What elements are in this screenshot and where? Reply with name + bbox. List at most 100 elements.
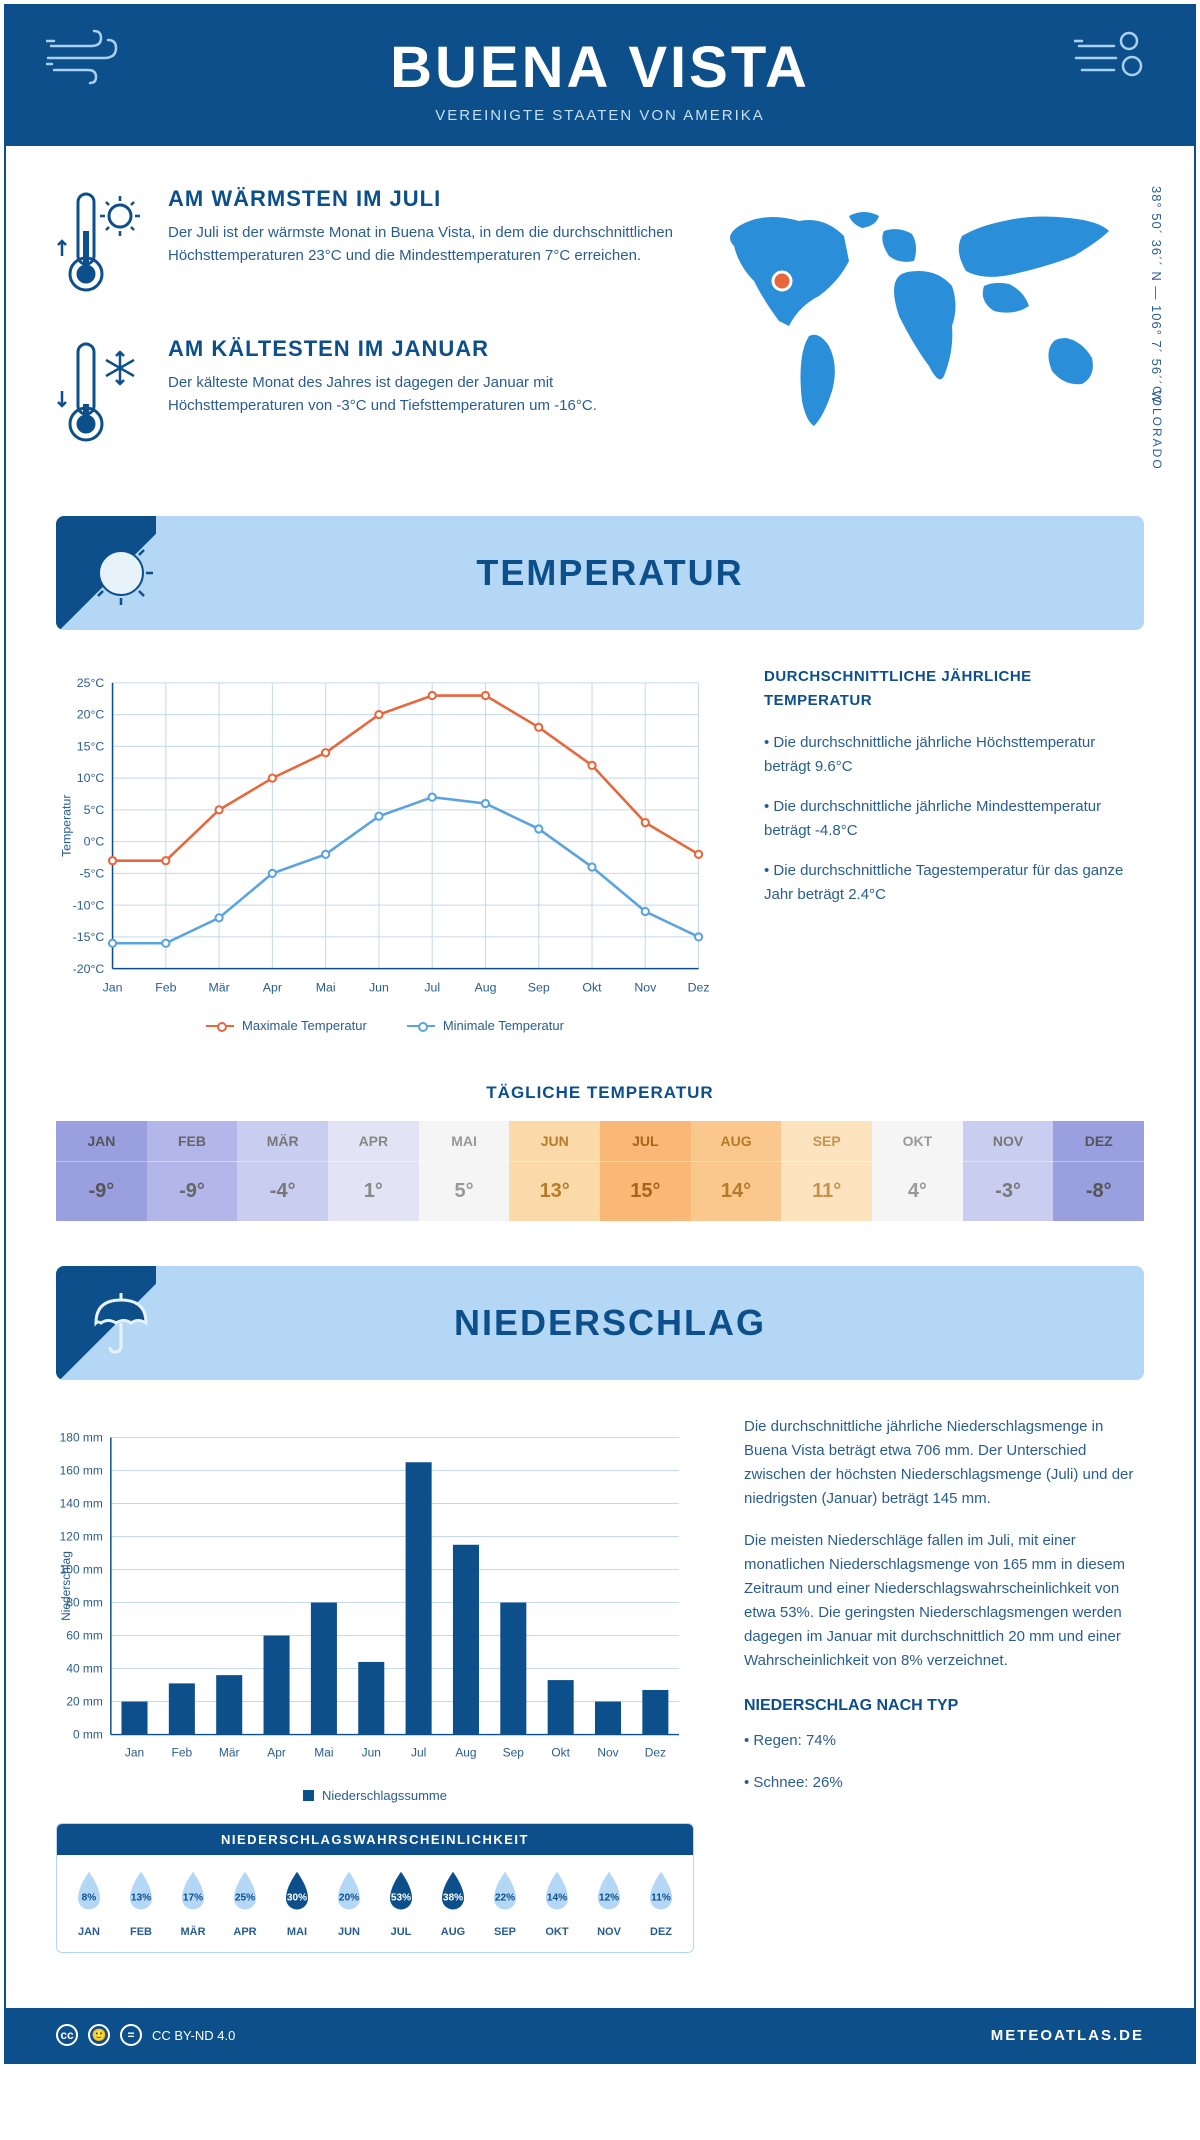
daily-cell: OKT4° bbox=[872, 1121, 963, 1221]
cold-fact-title: AM KÄLTESTEN IM JANUAR bbox=[168, 336, 674, 362]
precip-type1: • Regen: 74% bbox=[744, 1729, 1144, 1753]
prob-cell: 25%APR bbox=[221, 1869, 269, 1938]
warm-fact-text: Der Juli ist der wärmste Monat in Buena … bbox=[168, 222, 674, 267]
svg-text:0°C: 0°C bbox=[84, 835, 105, 849]
prob-cell: 53%JUL bbox=[377, 1869, 425, 1938]
svg-text:20°C: 20°C bbox=[77, 708, 105, 722]
legend-max-label: Maximale Temperatur bbox=[242, 1018, 367, 1033]
daily-cell: JUN13° bbox=[509, 1121, 600, 1221]
svg-text:Nov: Nov bbox=[634, 980, 657, 994]
svg-text:Apr: Apr bbox=[267, 1745, 286, 1759]
svg-text:-20°C: -20°C bbox=[73, 962, 105, 976]
svg-text:25%: 25% bbox=[235, 1892, 255, 1903]
warm-fact-title: AM WÄRMSTEN IM JULI bbox=[168, 186, 674, 212]
svg-text:20%: 20% bbox=[339, 1892, 359, 1903]
daily-temp-title: TÄGLICHE TEMPERATUR bbox=[6, 1083, 1194, 1103]
city-name: BUENA VISTA bbox=[26, 34, 1174, 101]
precip-section-header: NIEDERSCHLAG bbox=[56, 1266, 1144, 1380]
site-label: METEOATLAS.DE bbox=[991, 2027, 1144, 2044]
svg-text:Jun: Jun bbox=[362, 1745, 381, 1759]
svg-text:Jul: Jul bbox=[424, 980, 440, 994]
temp-summary-p2: • Die durchschnittliche jährliche Mindes… bbox=[764, 795, 1144, 843]
svg-text:Aug: Aug bbox=[455, 1745, 476, 1759]
warm-fact: AM WÄRMSTEN IM JULI Der Juli ist der wär… bbox=[56, 186, 674, 301]
page-header: BUENA VISTA VEREINIGTE STAATEN VON AMERI… bbox=[6, 6, 1194, 146]
svg-text:Dez: Dez bbox=[688, 980, 710, 994]
by-icon: 🙂 bbox=[88, 2024, 110, 2046]
wind-icon bbox=[1074, 26, 1154, 98]
svg-text:Sep: Sep bbox=[528, 980, 550, 994]
svg-text:Mai: Mai bbox=[314, 1745, 333, 1759]
prob-cell: 17%MÄR bbox=[169, 1869, 217, 1938]
precip-prob-title: NIEDERSCHLAGSWAHRSCHEINLICHKEIT bbox=[57, 1824, 693, 1855]
daily-cell: AUG14° bbox=[691, 1121, 782, 1221]
sun-icon bbox=[86, 538, 156, 608]
svg-text:Apr: Apr bbox=[263, 980, 282, 994]
svg-text:30%: 30% bbox=[287, 1892, 307, 1903]
region-label: COLORADO bbox=[1150, 386, 1164, 471]
precip-section-title: NIEDERSCHLAG bbox=[186, 1302, 1114, 1344]
intro-section: AM WÄRMSTEN IM JULI Der Juli ist der wär… bbox=[6, 146, 1194, 516]
svg-text:Sep: Sep bbox=[503, 1745, 525, 1759]
license-label: CC BY-ND 4.0 bbox=[152, 2028, 235, 2043]
svg-text:Okt: Okt bbox=[582, 980, 602, 994]
prob-cell: 14%OKT bbox=[533, 1869, 581, 1938]
cold-fact: AM KÄLTESTEN IM JANUAR Der kälteste Mona… bbox=[56, 336, 674, 451]
svg-text:-10°C: -10°C bbox=[73, 898, 105, 912]
temp-legend: Maximale Temperatur Minimale Temperatur bbox=[56, 1018, 714, 1033]
svg-text:0 mm: 0 mm bbox=[73, 1728, 103, 1742]
thermometer-cold-icon bbox=[56, 336, 146, 451]
nd-icon: = bbox=[120, 2024, 142, 2046]
svg-text:Okt: Okt bbox=[551, 1745, 570, 1759]
temp-summary-p3: • Die durchschnittliche Tagestemperatur … bbox=[764, 859, 1144, 907]
precip-legend: Niederschlagssumme bbox=[56, 1788, 694, 1803]
svg-text:Dez: Dez bbox=[645, 1745, 666, 1759]
svg-text:22%: 22% bbox=[495, 1892, 515, 1903]
temp-summary: DURCHSCHNITTLICHE JÄHRLICHE TEMPERATUR •… bbox=[764, 665, 1144, 1033]
daily-cell: APR1° bbox=[328, 1121, 419, 1221]
svg-text:Jun: Jun bbox=[369, 980, 389, 994]
daily-cell: SEP11° bbox=[781, 1121, 872, 1221]
daily-cell: FEB-9° bbox=[147, 1121, 238, 1221]
svg-text:14%: 14% bbox=[547, 1892, 567, 1903]
prob-cell: 30%MAI bbox=[273, 1869, 321, 1938]
temp-summary-title: DURCHSCHNITTLICHE JÄHRLICHE TEMPERATUR bbox=[764, 665, 1144, 713]
svg-text:60 mm: 60 mm bbox=[66, 1629, 103, 1643]
svg-text:Feb: Feb bbox=[155, 980, 176, 994]
precip-p1: Die durchschnittliche jährliche Niedersc… bbox=[744, 1415, 1144, 1511]
precipitation-chart: 0 mm20 mm40 mm60 mm80 mm100 mm120 mm140 … bbox=[56, 1415, 694, 1775]
svg-text:Jul: Jul bbox=[411, 1745, 426, 1759]
svg-text:10°C: 10°C bbox=[77, 771, 105, 785]
svg-text:Nov: Nov bbox=[597, 1745, 618, 1759]
daily-cell: MÄR-4° bbox=[237, 1121, 328, 1221]
wind-icon bbox=[46, 26, 126, 98]
svg-text:53%: 53% bbox=[391, 1892, 411, 1903]
temp-summary-p1: • Die durchschnittliche jährliche Höchst… bbox=[764, 731, 1144, 779]
precip-p2: Die meisten Niederschläge fallen im Juli… bbox=[744, 1529, 1144, 1673]
daily-cell: JUL15° bbox=[600, 1121, 691, 1221]
svg-text:5°C: 5°C bbox=[84, 803, 105, 817]
svg-text:160 mm: 160 mm bbox=[60, 1463, 103, 1477]
svg-text:140 mm: 140 mm bbox=[60, 1496, 103, 1510]
svg-text:Feb: Feb bbox=[172, 1745, 193, 1759]
prob-cell: 38%AUG bbox=[429, 1869, 477, 1938]
svg-text:12%: 12% bbox=[599, 1892, 619, 1903]
daily-cell: JAN-9° bbox=[56, 1121, 147, 1221]
svg-text:8%: 8% bbox=[82, 1892, 97, 1903]
temp-section-header: TEMPERATUR bbox=[56, 516, 1144, 630]
svg-text:Jan: Jan bbox=[125, 1745, 144, 1759]
prob-cell: 13%FEB bbox=[117, 1869, 165, 1938]
prob-cell: 11%DEZ bbox=[637, 1869, 685, 1938]
svg-text:120 mm: 120 mm bbox=[60, 1530, 103, 1544]
svg-text:11%: 11% bbox=[651, 1892, 671, 1903]
svg-text:15°C: 15°C bbox=[77, 739, 105, 753]
svg-text:Mär: Mär bbox=[208, 980, 229, 994]
daily-temp-table: JAN-9°FEB-9°MÄR-4°APR1°MAI5°JUN13°JUL15°… bbox=[56, 1121, 1144, 1221]
page-footer: cc 🙂 = CC BY-ND 4.0 METEOATLAS.DE bbox=[6, 2008, 1194, 2062]
svg-text:Niederschlag: Niederschlag bbox=[59, 1551, 73, 1621]
precip-type2: • Schnee: 26% bbox=[744, 1771, 1144, 1795]
precip-summary: Die durchschnittliche jährliche Niedersc… bbox=[744, 1415, 1144, 1953]
svg-text:40 mm: 40 mm bbox=[66, 1662, 103, 1676]
thermometer-hot-icon bbox=[56, 186, 146, 301]
prob-cell: 8%JAN bbox=[65, 1869, 113, 1938]
